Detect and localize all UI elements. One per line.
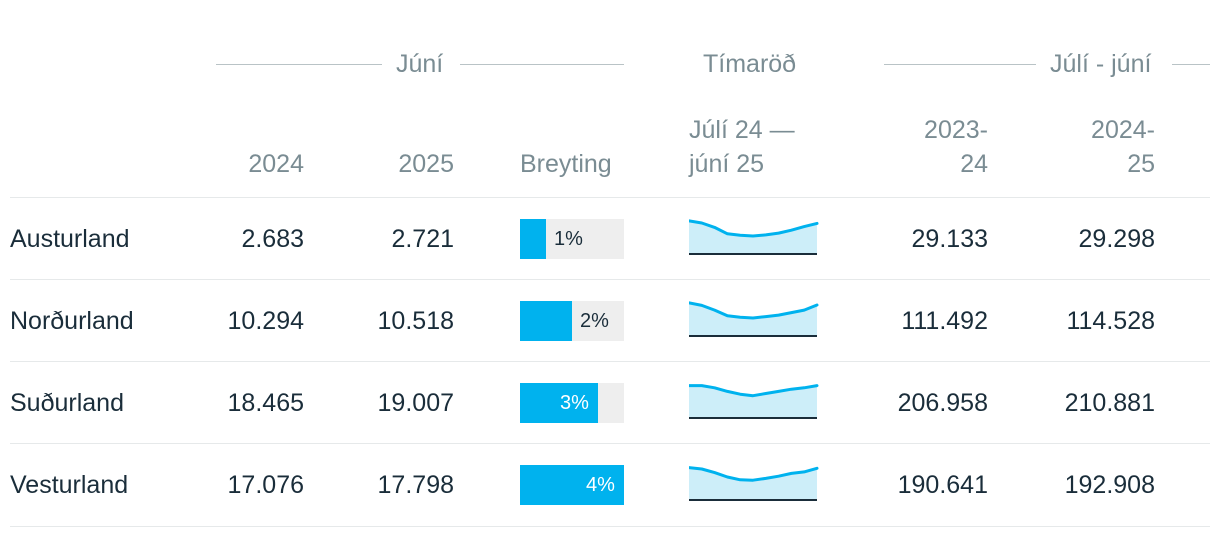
region-name: Austurland	[10, 225, 130, 253]
june-2025-value: 19.007	[377, 389, 454, 417]
change-bar-label: 4%	[586, 474, 615, 496]
table-row: Suðurland 18.465 19.007 3% 206.958 210.8…	[10, 361, 1210, 444]
sparkline-line	[689, 301, 819, 320]
sparkline-line	[689, 384, 819, 398]
col-header-2023-24-line1: 2023-	[924, 116, 988, 144]
change-bar-label: 1%	[554, 228, 583, 250]
sparkline-area	[689, 385, 817, 418]
region-name: Vesturland	[10, 471, 129, 499]
change-bar-fill	[520, 219, 546, 259]
col-header-sparkline-line1: Júlí 24 —	[689, 116, 795, 144]
june-2024-value: 2.683	[241, 225, 304, 253]
region-name: Suðurland	[10, 389, 124, 417]
june-2025-value: 2.721	[391, 225, 454, 253]
sparkline	[689, 301, 819, 337]
table-row: Norðurland 10.294 10.518 2% 111.492 114.…	[10, 279, 1210, 362]
june-2025-value: 10.518	[377, 307, 454, 335]
june-2025-value: 17.798	[377, 471, 454, 499]
col-header-change: Breyting	[520, 150, 612, 178]
group-julyjune-rule-left	[884, 64, 1036, 65]
group-june-rule-right	[460, 64, 624, 65]
col-header-2024: 2024	[248, 150, 304, 178]
col-header-2024-25: 2024- 25	[1055, 113, 1155, 181]
change-bar: 4%	[520, 465, 624, 505]
july-june-2023-24-value: 29.133	[911, 225, 988, 253]
change-bar: 3%	[520, 383, 624, 423]
june-2024-value: 18.465	[227, 389, 304, 417]
table-row: Vesturland 17.076 17.798 4% 190.641 192.…	[10, 443, 1210, 527]
col-header-2023-24-line2: 24	[960, 150, 988, 178]
july-june-2023-24-value: 111.492	[901, 307, 988, 335]
june-2024-value: 17.076	[227, 471, 304, 499]
region-name: Norðurland	[10, 307, 134, 335]
july-june-2024-25-value: 29.298	[1078, 225, 1155, 253]
sparkline-line	[689, 219, 819, 238]
sparkline	[689, 219, 819, 255]
july-june-2023-24-value: 206.958	[897, 389, 988, 417]
change-bar-fill	[520, 383, 598, 423]
col-header-2023-24: 2023- 24	[888, 113, 988, 181]
group-june-rule-left	[216, 64, 382, 65]
change-bar-fill	[520, 465, 624, 505]
col-header-2024-25-line2: 25	[1127, 150, 1155, 178]
sparkline	[689, 384, 819, 419]
change-bar-fill	[520, 301, 572, 341]
col-header-2025: 2025	[398, 150, 454, 178]
group-timeseries-label: Tímaröð	[703, 50, 797, 78]
col-header-sparkline: Júlí 24 — júní 25	[689, 113, 795, 181]
change-bar: 2%	[520, 301, 624, 341]
july-june-2024-25-value: 192.908	[1064, 471, 1155, 499]
july-june-2023-24-value: 190.641	[897, 471, 988, 499]
june-2024-value: 10.294	[227, 307, 304, 335]
col-header-sparkline-line2: júní 25	[689, 150, 765, 178]
group-julyjune-label: Júlí - júní	[1050, 50, 1152, 78]
change-bar-label: 2%	[580, 310, 609, 332]
july-june-2024-25-value: 210.881	[1064, 389, 1155, 417]
col-header-2024-25-line1: 2024-	[1091, 116, 1155, 144]
table-row: Austurland 2.683 2.721 1% 29.133 29.298	[10, 197, 1210, 280]
group-june-label: Júní	[396, 50, 444, 78]
sparkline	[689, 466, 819, 501]
change-bar-label: 3%	[560, 392, 589, 414]
change-bar: 1%	[520, 219, 624, 259]
sparkline-line	[689, 466, 819, 482]
july-june-2024-25-value: 114.528	[1066, 307, 1155, 335]
group-julyjune-rule-right	[1172, 64, 1210, 65]
